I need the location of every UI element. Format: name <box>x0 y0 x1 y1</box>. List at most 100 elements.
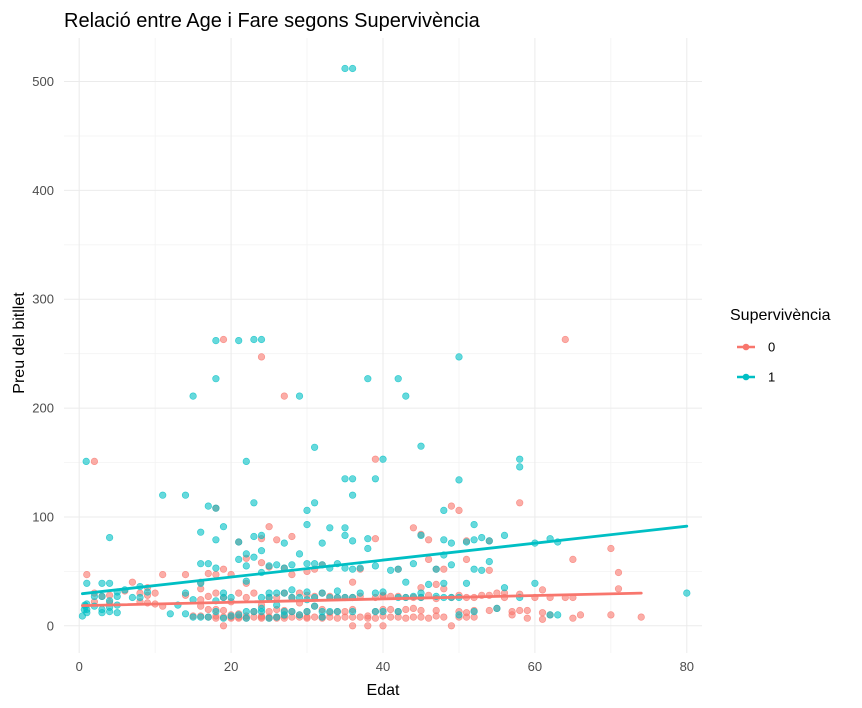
data-point-series-1 <box>295 611 304 619</box>
data-point-series-1 <box>257 335 266 344</box>
y-tick-label: 500 <box>32 74 54 89</box>
data-point-series-1 <box>242 562 250 570</box>
data-point-series-0 <box>371 614 380 622</box>
data-point-series-1 <box>250 532 258 541</box>
data-point-series-0 <box>508 611 516 619</box>
data-point-series-1 <box>440 506 448 515</box>
data-point-series-1 <box>364 544 372 553</box>
data-point-series-1 <box>402 392 410 400</box>
data-point-series-1 <box>197 613 205 621</box>
x-tick-label: 20 <box>224 659 238 674</box>
data-point-series-0 <box>462 613 471 621</box>
data-point-series-0 <box>288 570 296 579</box>
data-point-series-0 <box>516 606 524 615</box>
data-point-series-0 <box>333 614 342 622</box>
data-point-series-0 <box>159 570 167 579</box>
data-point-series-0 <box>257 614 266 622</box>
data-point-series-0 <box>257 353 266 361</box>
legend-title: Supervivència <box>730 307 831 324</box>
data-point-series-1 <box>478 566 486 574</box>
data-point-series-1 <box>311 560 319 568</box>
data-point-series-1 <box>432 565 440 573</box>
data-point-series-1 <box>105 607 114 616</box>
data-point-series-0 <box>387 613 395 621</box>
data-point-series-1 <box>455 476 463 484</box>
data-point-series-1 <box>113 609 121 617</box>
data-point-series-0 <box>90 457 98 466</box>
data-point-series-1 <box>166 610 174 618</box>
data-point-series-0 <box>417 613 425 621</box>
data-point-series-1 <box>516 463 524 471</box>
data-point-series-1 <box>212 536 220 544</box>
data-point-series-1 <box>425 580 433 589</box>
data-point-series-1 <box>326 607 334 616</box>
y-axis-title: Preu del bitllet <box>11 292 28 394</box>
data-point-series-0 <box>432 612 440 620</box>
data-point-series-0 <box>219 335 228 344</box>
data-point-series-1 <box>349 537 357 545</box>
data-point-series-0 <box>204 605 212 614</box>
data-point-series-1 <box>257 547 266 555</box>
data-point-series-0 <box>485 566 493 574</box>
data-point-series-0 <box>538 586 547 594</box>
data-point-series-1 <box>250 607 258 616</box>
data-point-series-1 <box>333 607 342 616</box>
data-point-series-1 <box>364 535 372 543</box>
data-point-series-1 <box>280 589 288 597</box>
x-tick-label: 40 <box>376 659 390 674</box>
data-point-series-1 <box>470 565 478 573</box>
data-point-series-1 <box>683 589 691 597</box>
data-point-series-0 <box>273 536 281 544</box>
data-point-series-0 <box>561 335 569 344</box>
data-point-series-1 <box>485 537 493 545</box>
data-point-series-1 <box>470 536 478 544</box>
trend-line-series-0 <box>80 591 643 608</box>
data-point-series-0 <box>151 589 159 597</box>
data-point-series-1 <box>341 475 349 483</box>
data-point-series-0 <box>440 565 448 573</box>
data-point-series-0 <box>204 569 212 578</box>
data-point-series-1 <box>128 593 136 602</box>
data-point-series-0 <box>364 622 372 630</box>
data-point-series-1 <box>159 491 167 499</box>
data-point-series-1 <box>265 614 273 622</box>
data-point-series-1 <box>204 560 212 568</box>
data-point-series-1 <box>440 536 448 544</box>
data-point-series-1 <box>394 565 402 573</box>
legend-item-0: 0 <box>737 340 775 355</box>
data-point-series-1 <box>349 475 357 483</box>
data-point-series-1 <box>219 523 228 531</box>
data-point-series-1 <box>341 531 349 540</box>
data-point-series-1 <box>447 561 456 569</box>
data-point-series-0 <box>523 614 531 622</box>
data-point-series-0 <box>280 392 288 400</box>
data-point-series-1 <box>447 539 456 547</box>
data-point-series-1 <box>257 593 266 602</box>
data-point-series-1 <box>288 607 296 616</box>
data-point-series-0 <box>462 555 471 564</box>
data-point-series-0 <box>432 580 440 589</box>
chart-title: Relació entre Age i Fare segons Superviv… <box>64 10 481 32</box>
legend-label: 0 <box>768 340 775 355</box>
data-point-series-1 <box>143 588 152 596</box>
data-point-series-1 <box>478 533 486 542</box>
data-point-series-1 <box>311 443 319 451</box>
data-point-series-1 <box>235 555 243 564</box>
data-point-series-1 <box>242 614 250 622</box>
legend-key-point <box>742 373 750 381</box>
data-point-series-1 <box>98 592 106 601</box>
data-point-series-1 <box>455 611 463 619</box>
data-point-series-1 <box>136 593 144 602</box>
data-point-series-1 <box>554 611 562 619</box>
legend-items: 01 <box>737 340 775 385</box>
data-point-series-1 <box>197 560 205 568</box>
x-tick-labels: 0 20 40 60 80 <box>76 659 694 674</box>
data-point-series-1 <box>273 589 281 597</box>
data-point-series-1 <box>105 597 114 605</box>
data-point-series-1 <box>204 502 212 510</box>
data-point-series-1 <box>227 593 235 602</box>
data-point-series-0 <box>219 622 228 630</box>
data-point-series-1 <box>531 579 539 587</box>
data-point-series-0 <box>235 589 243 597</box>
